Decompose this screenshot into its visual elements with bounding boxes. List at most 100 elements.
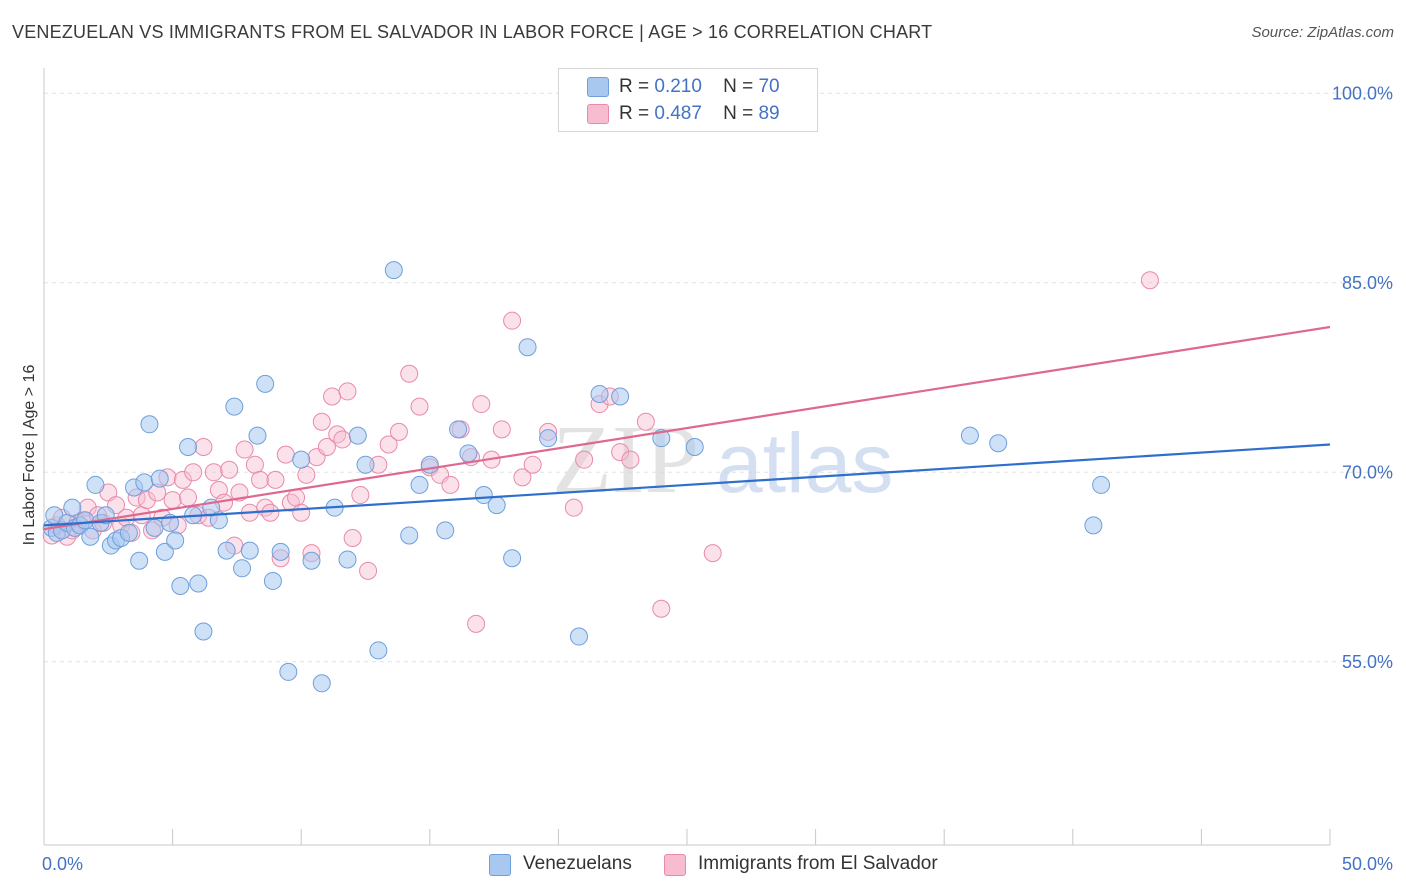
- point-el-salvador: [173, 470, 192, 489]
- point-venezuelans: [590, 384, 609, 403]
- legend-n-label: N =: [723, 76, 754, 97]
- point-venezuelans: [233, 559, 252, 578]
- trend-line-venezuelans: [43, 443, 1331, 527]
- point-el-salvador: [564, 498, 583, 517]
- point-el-salvador: [513, 468, 532, 487]
- legend-r-label: R =: [619, 103, 650, 124]
- source-credit: Source: ZipAtlas.com: [1251, 24, 1394, 41]
- point-el-salvador: [351, 486, 370, 505]
- point-venezuelans: [312, 674, 331, 693]
- point-el-salvador: [400, 364, 419, 383]
- point-venezuelans: [76, 511, 95, 530]
- point-venezuelans: [279, 662, 298, 681]
- point-venezuelans: [348, 426, 367, 445]
- point-venezuelans: [302, 551, 321, 570]
- point-el-salvador: [179, 488, 198, 507]
- point-venezuelans: [449, 420, 468, 439]
- point-venezuelans: [225, 397, 244, 416]
- point-venezuelans: [63, 498, 82, 517]
- point-venezuelans: [400, 526, 419, 545]
- point-el-salvador: [276, 445, 295, 464]
- legend-swatch-pink: [587, 104, 609, 124]
- point-el-salvador: [575, 450, 594, 469]
- point-el-salvador: [359, 561, 378, 580]
- point-venezuelans: [292, 450, 311, 469]
- point-el-salvador: [261, 503, 280, 522]
- point-el-salvador: [184, 463, 203, 482]
- legend-r-value: 0.487: [654, 103, 702, 124]
- stats-legend: R = 0.210 N = 70 R = 0.487 N = 89: [558, 68, 818, 132]
- point-el-salvador: [235, 440, 254, 459]
- point-venezuelans: [256, 374, 275, 393]
- point-venezuelans: [384, 261, 403, 280]
- point-venezuelans: [989, 434, 1008, 453]
- point-el-salvador: [163, 491, 182, 510]
- point-venezuelans: [459, 444, 478, 463]
- point-el-salvador: [292, 503, 311, 522]
- point-el-salvador: [317, 438, 336, 457]
- series-legend: Venezuelans Immigrants from El Salvador: [0, 852, 1406, 878]
- point-venezuelans: [135, 473, 154, 492]
- point-venezuelans: [503, 549, 522, 568]
- point-venezuelans: [240, 541, 259, 560]
- point-venezuelans: [155, 542, 174, 561]
- point-venezuelans: [1092, 475, 1111, 494]
- y-axis-title: In Labor Force | Age > 16: [21, 365, 38, 546]
- point-venezuelans: [166, 531, 185, 550]
- legend-n-label: N =: [723, 103, 754, 124]
- point-el-salvador: [410, 397, 429, 416]
- point-el-salvador: [611, 443, 630, 462]
- grid-layer: [44, 92, 1392, 663]
- point-el-salvador: [194, 438, 213, 457]
- point-venezuelans: [209, 511, 228, 530]
- point-venezuelans: [271, 542, 290, 561]
- point-el-salvador: [523, 455, 542, 474]
- point-venezuelans: [194, 622, 213, 641]
- point-venezuelans: [611, 387, 630, 406]
- point-venezuelans: [130, 551, 149, 570]
- point-venezuelans: [119, 523, 138, 542]
- point-el-salvador: [333, 430, 352, 449]
- tick-labels: 55.0% 70.0% 85.0% 100.0% 0.0% 50.0%: [42, 83, 1393, 874]
- point-el-salvador: [503, 311, 522, 330]
- point-el-salvador: [251, 470, 270, 489]
- point-venezuelans: [86, 475, 105, 494]
- point-el-salvador: [328, 425, 347, 444]
- point-venezuelans: [248, 426, 267, 445]
- point-el-salvador: [287, 488, 306, 507]
- y-tick-label: 100.0%: [1332, 83, 1393, 103]
- point-venezuelans: [487, 496, 506, 515]
- trend-lines: [43, 325, 1331, 531]
- point-el-salvador: [636, 412, 655, 431]
- watermark: ZIP atlas: [552, 406, 893, 514]
- point-venezuelans: [436, 521, 455, 540]
- point-el-salvador: [703, 544, 722, 563]
- point-el-salvador: [220, 460, 239, 479]
- point-el-salvador: [338, 382, 357, 401]
- point-venezuelans: [569, 627, 588, 646]
- point-venezuelans: [81, 527, 100, 546]
- watermark-zip: ZIP: [552, 406, 699, 514]
- point-el-salvador: [1140, 271, 1159, 290]
- y-tick-label: 70.0%: [1342, 462, 1393, 482]
- point-el-salvador: [323, 387, 342, 406]
- point-el-salvador: [266, 470, 285, 489]
- point-venezuelans: [179, 438, 198, 457]
- x-tick-label: 50.0%: [1342, 854, 1393, 874]
- point-venezuelans: [189, 574, 208, 593]
- point-el-salvador: [204, 463, 223, 482]
- point-el-salvador: [312, 412, 331, 431]
- point-el-salvador: [297, 465, 316, 484]
- legend-r-value: 0.210: [654, 76, 702, 97]
- point-venezuelans: [1084, 516, 1103, 535]
- point-venezuelans: [145, 518, 164, 537]
- point-el-salvador: [137, 491, 156, 510]
- point-venezuelans: [171, 577, 190, 595]
- legend-swatch-blue: [489, 854, 511, 876]
- point-venezuelans: [356, 455, 375, 474]
- axes-layer: [43, 68, 1331, 846]
- legend-n-value: 70: [758, 76, 780, 97]
- point-venezuelans: [420, 455, 439, 474]
- legend-swatch-blue: [587, 77, 609, 97]
